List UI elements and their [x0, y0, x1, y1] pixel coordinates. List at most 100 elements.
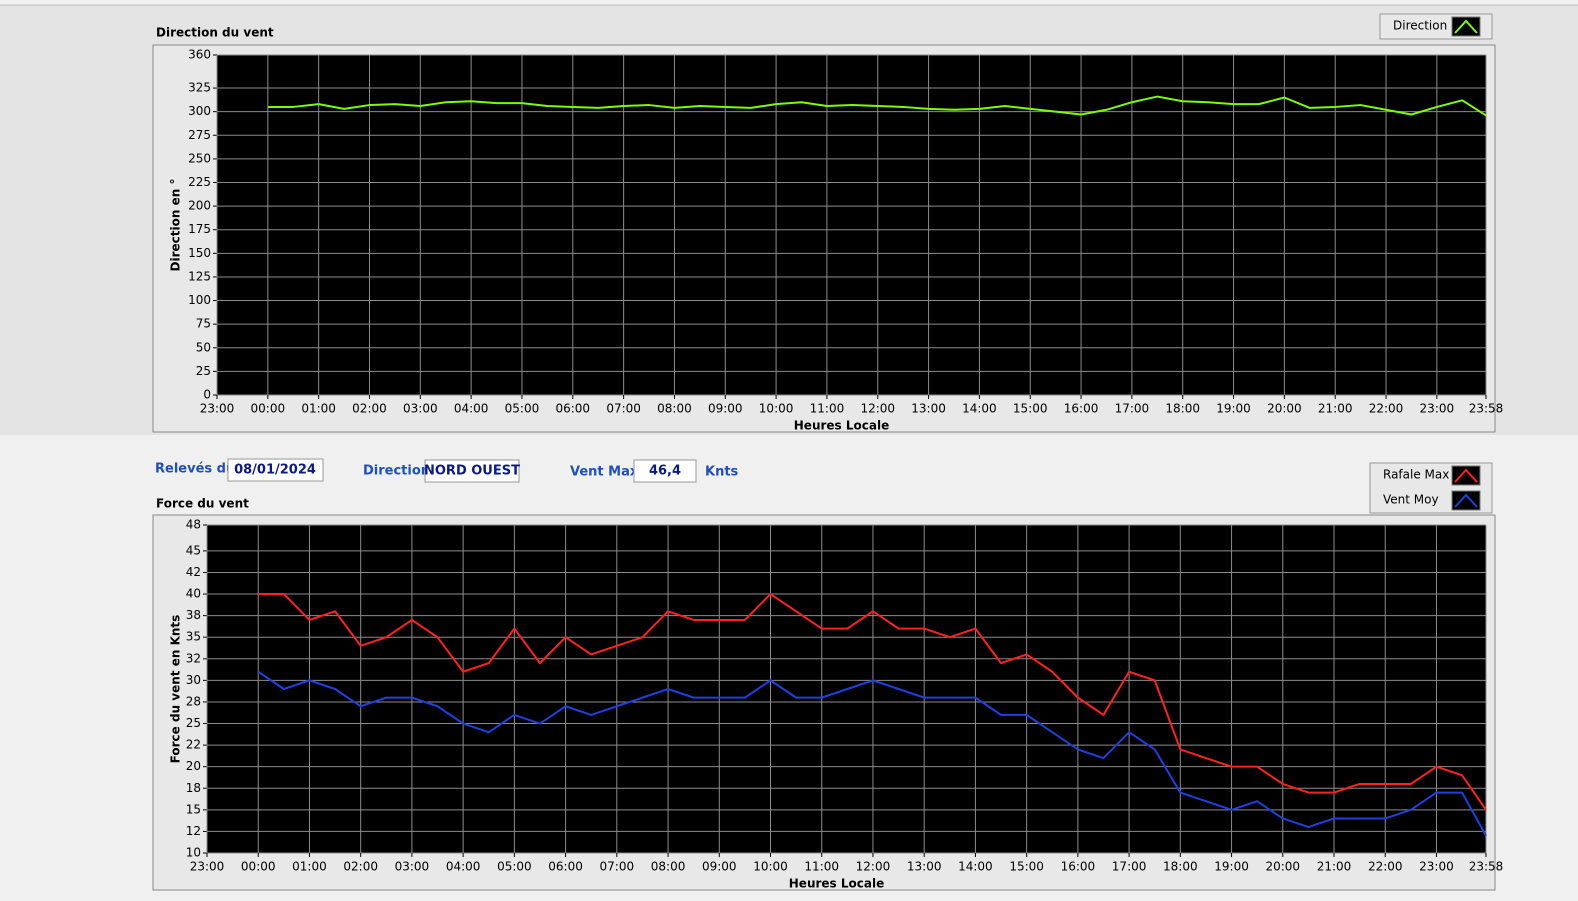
x-tick-label: 19:00	[1216, 402, 1251, 416]
x-tick-label: 08:00	[657, 402, 692, 416]
x-tick-label: 17:00	[1112, 860, 1147, 874]
x-tick-label: 20:00	[1267, 402, 1302, 416]
y-axis-label: Direction en °	[169, 179, 183, 272]
direction-label: Direction	[363, 464, 430, 479]
y-tick-label: 18	[186, 781, 201, 795]
x-tick-label: 00:00	[251, 402, 286, 416]
x-axis-label: Heures Locale	[789, 877, 884, 891]
y-tick-label: 150	[188, 246, 211, 260]
y-tick-label: 325	[188, 81, 211, 95]
unit-label: Knts	[705, 465, 739, 480]
chart-title: Direction du vent	[156, 26, 274, 40]
y-tick-label: 175	[188, 222, 211, 236]
x-tick-label: 11:00	[804, 860, 839, 874]
vent-max-field	[633, 459, 697, 483]
legend-label: Direction	[1393, 19, 1447, 33]
y-tick-label: 300	[188, 104, 211, 118]
x-tick-label: 09:00	[708, 402, 743, 416]
x-tick-label: 13:00	[911, 402, 946, 416]
direction-field	[424, 459, 520, 483]
x-tick-label: 22:00	[1369, 402, 1404, 416]
date-field	[227, 458, 324, 482]
x-tick-label: 01:00	[292, 860, 327, 874]
y-tick-label: 100	[188, 293, 211, 307]
vent-max-label: Vent Max	[570, 465, 639, 480]
y-tick-label: 30	[186, 673, 201, 687]
legend-label: Rafale Max	[1383, 468, 1449, 482]
x-tick-label: 23:00	[190, 860, 225, 874]
x-tick-label: 21:00	[1317, 860, 1352, 874]
y-tick-label: 360	[188, 48, 211, 62]
x-tick-label: 15:00	[1009, 860, 1044, 874]
x-tick-label: 05:00	[505, 402, 540, 416]
date-label: Relevés du	[155, 462, 235, 477]
x-tick-label: 14:00	[958, 860, 993, 874]
y-tick-label: 48	[186, 518, 201, 532]
data-line	[257, 670, 1487, 837]
y-tick-label: 12	[186, 824, 201, 838]
x-tick-label: 19:00	[1214, 860, 1249, 874]
vent-max-value: 46,4	[649, 464, 681, 479]
x-tick-label: 12:00	[856, 860, 891, 874]
x-tick-label: 18:00	[1163, 860, 1198, 874]
x-tick-label: 03:00	[403, 402, 438, 416]
y-tick-label: 28	[186, 694, 201, 708]
x-tick-label: 08:00	[651, 860, 686, 874]
y-axis-label: Force du vent en Knts	[169, 615, 183, 764]
date-value: 08/01/2024	[234, 463, 316, 478]
y-tick-label: 0	[203, 388, 211, 402]
x-tick-label: 07:00	[600, 860, 635, 874]
x-tick-label: 22:00	[1368, 860, 1403, 874]
x-tick-label: 03:00	[395, 860, 430, 874]
x-tick-label: 04:00	[454, 402, 489, 416]
x-tick-label: 02:00	[343, 860, 378, 874]
x-tick-label: 23:58	[1469, 860, 1504, 874]
x-tick-label: 10:00	[759, 402, 794, 416]
x-tick-label: 06:00	[555, 402, 590, 416]
x-tick-label: 23:58	[1469, 402, 1504, 416]
x-tick-label: 00:00	[241, 860, 276, 874]
x-tick-label: 11:00	[810, 402, 845, 416]
data-line	[267, 95, 1487, 117]
y-tick-label: 42	[186, 565, 201, 579]
x-tick-label: 14:00	[962, 402, 997, 416]
y-tick-label: 250	[188, 151, 211, 165]
legend-swatch	[1451, 16, 1481, 37]
y-tick-label: 10	[186, 846, 201, 860]
y-tick-label: 25	[196, 364, 211, 378]
direction-value: NORD OUEST	[424, 464, 520, 479]
y-tick-label: 35	[186, 630, 201, 644]
x-axis-label: Heures Locale	[794, 419, 889, 433]
y-tick-label: 125	[188, 269, 211, 283]
x-tick-label: 23:00	[1420, 402, 1455, 416]
y-tick-label: 25	[186, 716, 201, 730]
x-tick-label: 21:00	[1318, 402, 1353, 416]
y-tick-label: 50	[196, 340, 211, 354]
y-tick-label: 200	[188, 199, 211, 213]
legend-label: Vent Moy	[1383, 493, 1439, 507]
x-tick-label: 15:00	[1013, 402, 1048, 416]
legend-line	[1454, 493, 1478, 508]
legend-line	[1454, 19, 1478, 34]
y-tick-label: 275	[188, 128, 211, 142]
x-tick-label: 06:00	[548, 860, 583, 874]
x-tick-label: 07:00	[606, 402, 641, 416]
y-tick-label: 38	[186, 608, 201, 622]
x-tick-label: 18:00	[1165, 402, 1200, 416]
x-tick-label: 16:00	[1061, 860, 1096, 874]
data-line	[258, 593, 1487, 811]
x-tick-label: 23:00	[200, 402, 235, 416]
y-tick-label: 40	[186, 587, 201, 601]
y-tick-label: 15	[186, 802, 201, 816]
x-tick-label: 20:00	[1265, 860, 1300, 874]
chart-title: Force du vent	[156, 497, 249, 511]
x-tick-label: 16:00	[1064, 402, 1099, 416]
y-tick-label: 225	[188, 175, 211, 189]
y-tick-label: 32	[186, 651, 201, 665]
y-tick-label: 45	[186, 543, 201, 557]
y-tick-label: 20	[186, 759, 201, 773]
x-tick-label: 04:00	[446, 860, 481, 874]
x-tick-label: 17:00	[1115, 402, 1150, 416]
legend-swatch	[1451, 465, 1481, 486]
